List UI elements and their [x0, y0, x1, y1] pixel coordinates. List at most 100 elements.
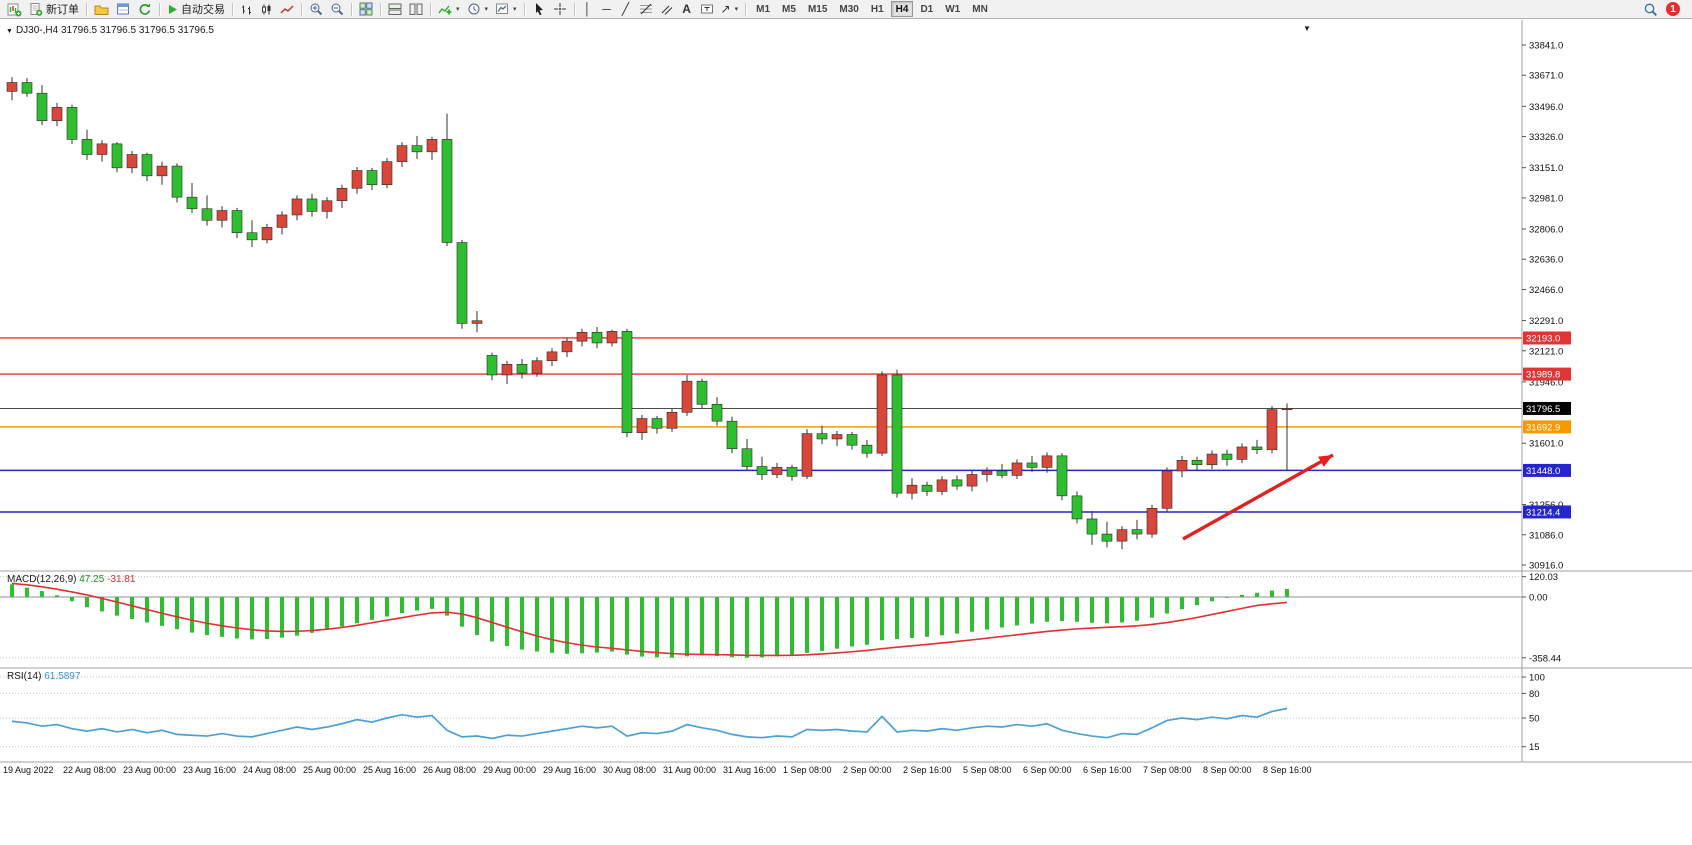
new-order-icon [29, 2, 43, 17]
notification-badge[interactable]: 1 [1666, 2, 1680, 16]
vertical-line-icon: │ [583, 2, 592, 16]
price-tick-label: 32636.0 [1529, 255, 1563, 266]
trendline-icon: ╱ [621, 2, 630, 16]
rsi-line [11, 707, 1288, 740]
time-axis-label: 25 Aug 00:00 [303, 765, 356, 775]
chevron-down-icon: ▾ [734, 6, 739, 13]
candlestick-chart-button[interactable] [257, 1, 276, 18]
timeframe-d1-button[interactable]: D1 [915, 1, 938, 17]
svg-text:31448.0: 31448.0 [1526, 466, 1560, 477]
price-badge: 31989.8 [1523, 367, 1571, 381]
macd-tick-label: 0.00 [1529, 593, 1548, 604]
refresh-button[interactable] [134, 1, 155, 18]
bar-chart-button[interactable] [237, 1, 256, 18]
arrow-tool-icon: ↗ [720, 2, 731, 16]
arrange-charts-icon [388, 2, 402, 16]
timeframe-mn-button[interactable]: MN [967, 1, 993, 17]
chevron-down-icon: ▾ [456, 6, 460, 13]
horizontal-line-tool-button[interactable]: ─ [598, 1, 616, 18]
arrows-tool-button[interactable]: ↗ ▾ [718, 1, 742, 18]
cursor-button[interactable] [529, 1, 549, 18]
label-tool-button[interactable] [697, 1, 717, 18]
new-order-button[interactable]: 新订单 [26, 1, 82, 18]
time-axis-label: 1 Sep 08:00 [783, 765, 832, 775]
time-axis-label: 23 Aug 00:00 [123, 765, 176, 775]
timeframe-h4-button[interactable]: H4 [890, 1, 914, 17]
time-axis-label: 24 Aug 08:00 [243, 765, 296, 775]
price-tick-label: 32466.0 [1529, 285, 1563, 296]
rsi-tick-label: 15 [1529, 742, 1540, 753]
price-badge: 31692.9 [1523, 420, 1571, 434]
time-axis-label: 2 Sep 00:00 [843, 765, 892, 775]
candlestick-chart-icon [260, 3, 273, 16]
refresh-icon [137, 2, 152, 16]
time-axis-label: 2 Sep 16:00 [903, 765, 952, 775]
macd-tick-label: -358.44 [1529, 653, 1561, 664]
arrange-charts-button[interactable] [385, 1, 405, 18]
time-axis-label: 31 Aug 16:00 [723, 765, 776, 775]
tile-windows-button[interactable] [356, 1, 376, 18]
fibonacci-tool-button[interactable] [636, 1, 656, 18]
autotrading-button[interactable]: 自动交易 [164, 1, 228, 18]
rsi-tick-label: 80 [1529, 689, 1540, 700]
svg-text:32193.0: 32193.0 [1526, 333, 1560, 344]
timeframe-h1-button[interactable]: H1 [866, 1, 889, 17]
timeframe-m5-button[interactable]: M5 [777, 1, 801, 17]
time-axis-label: 6 Sep 16:00 [1083, 765, 1132, 775]
price-tick-label: 31086.0 [1529, 530, 1563, 541]
autotrading-play-icon [167, 4, 178, 15]
templates-button[interactable]: ▾ [492, 1, 520, 18]
chart-dropdown-icon[interactable]: ▼ [6, 28, 13, 35]
channel-tool-button[interactable] [657, 1, 677, 18]
crosshair-button[interactable] [550, 1, 570, 18]
toolbar-separator [573, 2, 575, 16]
line-chart-button[interactable] [277, 1, 297, 18]
timeframe-m15-button[interactable]: M15 [803, 1, 832, 17]
toolbar-separator [745, 2, 747, 16]
timeframe-m1-button[interactable]: M1 [751, 1, 775, 17]
timeframe-w1-button[interactable]: W1 [940, 1, 965, 17]
zoom-out-button[interactable] [327, 1, 347, 18]
time-axis-label: 26 Aug 08:00 [423, 765, 476, 775]
indicators-button[interactable]: ▾ [435, 1, 463, 18]
new-order-label: 新订单 [46, 4, 79, 16]
svg-text:31214.4: 31214.4 [1526, 507, 1560, 518]
autotrading-label: 自动交易 [181, 4, 225, 16]
vertical-line-tool-button[interactable]: │ [579, 1, 597, 18]
templates-icon [495, 2, 509, 16]
timeframe-m30-button[interactable]: M30 [834, 1, 863, 17]
tile-windows-icon [359, 2, 373, 16]
toolbar-separator [380, 2, 381, 16]
zoom-in-button[interactable] [306, 1, 326, 18]
rsi-tick-label: 50 [1529, 714, 1540, 725]
data-window-button[interactable] [113, 1, 133, 18]
trend-arrow[interactable] [1182, 453, 1334, 541]
zoom-out-icon [330, 2, 344, 16]
toolbar-separator [301, 2, 302, 16]
text-tool-button[interactable]: A [678, 1, 696, 18]
crosshair-icon [553, 2, 567, 16]
price-badge: 31214.4 [1523, 505, 1571, 519]
text-tool-icon: A [682, 2, 691, 16]
chart-shift-button[interactable] [406, 1, 426, 18]
price-badge: 31448.0 [1523, 463, 1571, 477]
candles [6, 77, 1293, 550]
line-chart-icon [280, 3, 294, 16]
trendline-tool-button[interactable]: ╱ [617, 1, 635, 18]
search-icon [1643, 2, 1658, 17]
chevron-down-icon: ▾ [513, 6, 517, 13]
new-chart-button[interactable] [4, 1, 25, 18]
time-axis-label: 22 Aug 08:00 [63, 765, 116, 775]
periods-button[interactable]: ▾ [464, 1, 492, 18]
time-axis-label: 31 Aug 00:00 [663, 765, 716, 775]
search-button[interactable] [1640, 1, 1661, 18]
indicators-icon [438, 2, 452, 16]
channel-icon [660, 2, 674, 16]
profiles-icon [94, 2, 109, 16]
zoom-in-icon [309, 2, 323, 16]
price-tick-label: 33151.0 [1529, 163, 1563, 174]
profiles-button[interactable] [91, 1, 112, 18]
svg-text:31796.5: 31796.5 [1526, 404, 1560, 415]
time-axis-label: 5 Sep 08:00 [963, 765, 1012, 775]
